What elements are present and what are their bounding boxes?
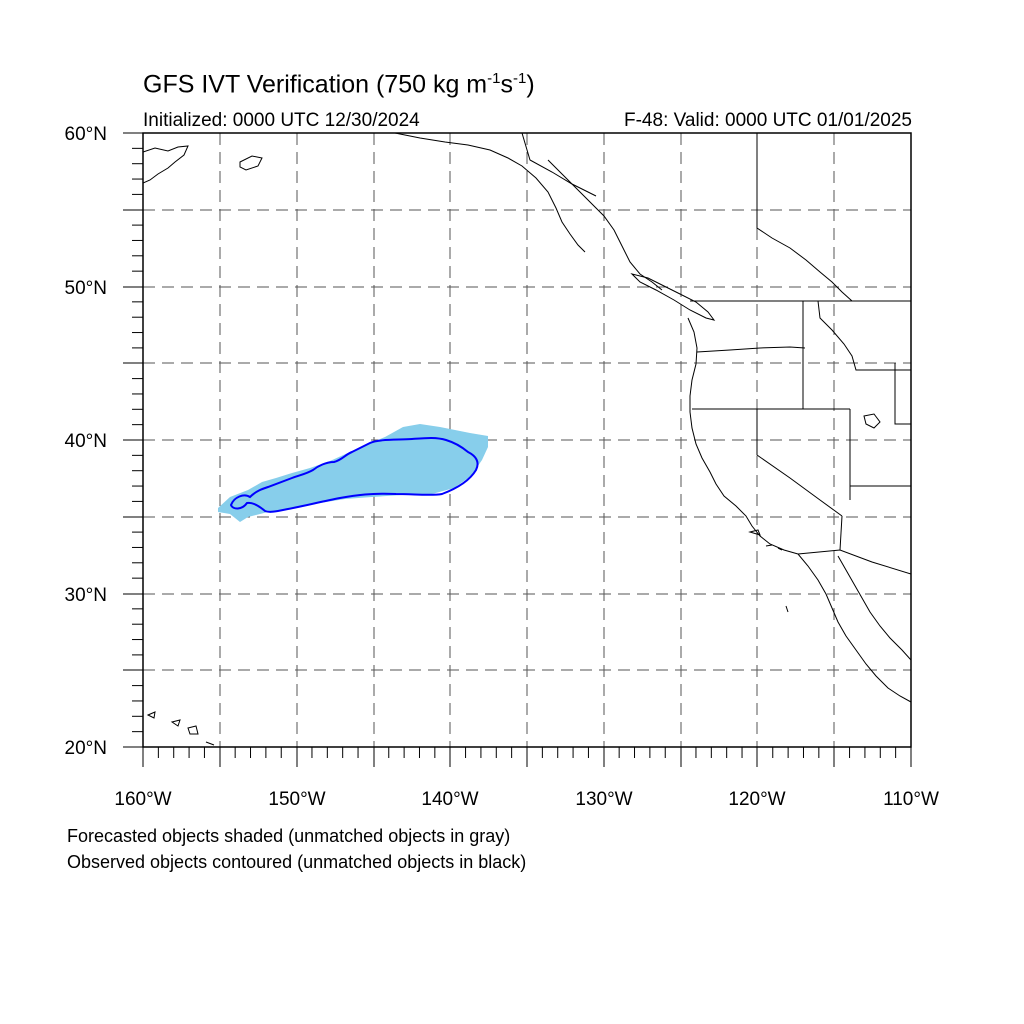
vancouver-island-coast (630, 273, 716, 321)
minor-ticks (132, 147, 897, 758)
arizona-border (839, 485, 911, 551)
alaska-peninsula-coast (143, 145, 189, 184)
idaho-montana-border (817, 300, 911, 371)
bc-alaska-border (521, 133, 597, 197)
observed-legend-note: Observed objects contoured (unmatched ob… (67, 852, 527, 872)
california-nevada-border (756, 409, 843, 517)
washington-oregon-border (696, 346, 806, 353)
kodiak-island-coast (239, 155, 263, 171)
lat-tick-labels: 20°N 30°N 40°N 50°N 60°N (65, 124, 107, 759)
us-west-coast (687, 317, 799, 555)
lon-label-140w: 140°W (421, 789, 478, 810)
lat-label-30n: 30°N (65, 585, 107, 606)
lon-label-160w: 160°W (114, 789, 171, 810)
lat-label-50n: 50°N (65, 278, 107, 299)
baja-california-coast (797, 553, 911, 703)
lon-label-120w: 120°W (728, 789, 785, 810)
forecast-legend-note: Forecasted objects shaded (unmatched obj… (67, 826, 511, 846)
southern-alaska-coast (394, 133, 586, 253)
bc-alberta-border (756, 133, 853, 302)
lon-label-130w: 130°W (575, 789, 632, 810)
axis-ticks (123, 132, 912, 767)
observed-ivt-contour (229, 437, 479, 513)
wyoming-border (894, 363, 911, 425)
inside-passage-coast (547, 159, 663, 291)
forecast-ivt-object (218, 424, 488, 522)
initialized-time: Initialized: 0000 UTC 12/30/2024 (143, 110, 420, 131)
lon-label-110w: 110°W (883, 789, 939, 810)
graticule-grid (143, 133, 911, 747)
political-boundaries (521, 133, 911, 575)
gulf-of-california-coast (837, 555, 911, 661)
lon-tick-labels: 160°W 150°W 140°W 130°W 120°W 110°W (114, 789, 939, 810)
hawaii-islands (146, 711, 215, 746)
lat-label-40n: 40°N (65, 431, 107, 452)
lon-label-150w: 150°W (268, 789, 325, 810)
california-channel-islands (748, 529, 789, 613)
us-mexico-border (797, 549, 911, 575)
valid-time: F-48: Valid: 0000 UTC 01/01/2025 (624, 110, 912, 131)
lat-label-60n: 60°N (65, 124, 107, 145)
map-title: GFS IVT Verification (750 kg m-1s-1) (143, 70, 535, 99)
coastlines (143, 133, 911, 746)
lat-label-20n: 20°N (65, 738, 107, 759)
great-salt-lake (863, 413, 881, 429)
